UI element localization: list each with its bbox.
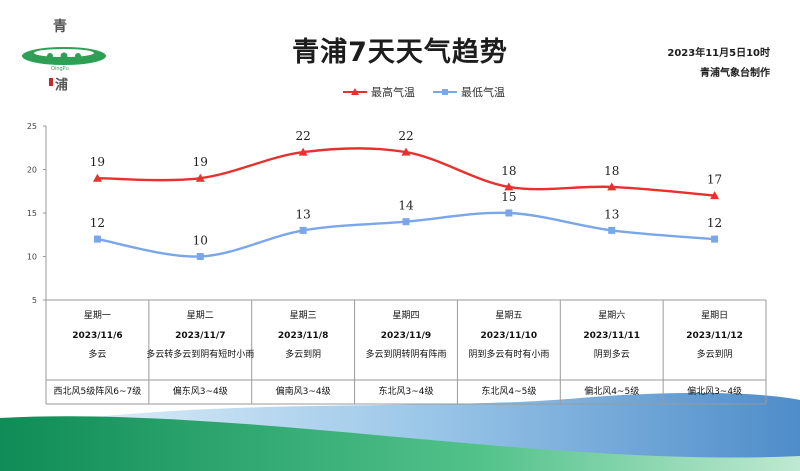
y-tick-label: 15 (27, 209, 37, 218)
logo-top-char: 青 (53, 19, 67, 35)
data-label-high: 17 (707, 173, 722, 187)
data-label-high: 18 (501, 164, 516, 178)
point-low (608, 226, 616, 234)
y-tick-label: 5 (32, 296, 37, 305)
data-label-low: 13 (296, 207, 311, 221)
weather-label: 多云到阴 (285, 348, 321, 360)
legend-high-label: 最高气温 (371, 86, 415, 99)
y-tick-label: 10 (27, 253, 37, 262)
point-low (299, 226, 307, 234)
data-label-low: 10 (193, 234, 208, 248)
legend-high-marker (343, 88, 367, 95)
wind-label: 西北风5级阵风6~7级 (54, 385, 142, 397)
weather-label: 阴到多云 (594, 348, 630, 360)
page-title: 青浦7天天气趋势 (292, 37, 508, 68)
data-label-low: 13 (604, 207, 619, 221)
weekday-label: 星期日 (701, 310, 728, 321)
date-label: 2023/11/11 (583, 331, 640, 341)
legend: 最高气温 最低气温 (343, 84, 505, 100)
point-low (711, 235, 719, 243)
wind-label: 偏南风3~4级 (276, 385, 331, 397)
y-tick-label: 25 (27, 122, 37, 131)
weekday-label: 星期四 (392, 310, 419, 321)
point-low (196, 253, 204, 260)
point-low (402, 218, 410, 226)
data-label-low: 12 (707, 216, 722, 230)
legend-high: 最高气温 (343, 84, 415, 100)
table-grid (45, 299, 767, 405)
legend-low: 最低气温 (433, 84, 505, 100)
wind-label: 东北风3~4级 (379, 385, 434, 397)
point-high (92, 173, 102, 182)
data-label-low: 15 (501, 190, 516, 204)
issue-date: 2023年11月5日10时 (667, 48, 770, 59)
data-label-high: 22 (296, 129, 311, 143)
weekday-label: 星期六 (598, 309, 625, 321)
legend-low-label: 最低气温 (461, 86, 505, 99)
logo-sub-text: QingPu (51, 66, 69, 72)
weather-label: 多云到阴转阴有阵雨 (365, 348, 446, 360)
legend-low-marker (433, 89, 457, 95)
weekday-label: 星期二 (187, 310, 214, 321)
point-high (607, 182, 617, 191)
date-label: 2023/11/12 (686, 331, 743, 341)
data-label-high: 18 (604, 164, 619, 178)
date-label: 2023/11/6 (72, 331, 122, 341)
data-label-high: 22 (398, 129, 413, 143)
point-high (710, 191, 720, 200)
point-high (298, 147, 308, 156)
weather-label: 多云转多云到阴有短时小雨 (146, 348, 254, 360)
point-high (504, 182, 514, 191)
logo-bottom-char: 浦 (55, 78, 69, 93)
date-label: 2023/11/8 (278, 331, 328, 341)
wind-label: 东北风4~5级 (481, 385, 536, 397)
weekday-label: 星期一 (84, 310, 111, 321)
issuer: 青浦气象台制作 (700, 68, 770, 79)
point-high (401, 147, 411, 156)
weekday-label: 星期三 (290, 310, 317, 321)
series-group: 19 19 22 22 18 18 17 12 10 13 14 15 13 12 (90, 129, 722, 260)
point-low (505, 209, 513, 217)
logo-seal (49, 78, 53, 86)
weather-label: 多云 (88, 348, 106, 360)
weather-label: 多云到阴 (697, 348, 733, 360)
point-high (195, 173, 205, 182)
logo-emblem (22, 47, 106, 65)
weather-label: 阴到多云有时有小雨 (468, 348, 549, 360)
data-label-high: 19 (193, 155, 208, 169)
wave-green (0, 416, 800, 471)
y-tick-label: 20 (27, 166, 37, 175)
data-label-high: 19 (90, 155, 105, 169)
wind-label: 偏东风3~4级 (173, 385, 228, 397)
date-label: 2023/11/10 (481, 331, 538, 341)
wind-label: 偏北风4~5级 (584, 385, 639, 397)
qingpu-logo: 青 QingPu 浦 (18, 12, 108, 102)
point-low (93, 235, 101, 243)
date-label: 2023/11/7 (175, 331, 225, 341)
wind-label: 偏北风3~4级 (687, 385, 742, 397)
weekday-label: 星期五 (495, 310, 522, 321)
date-label: 2023/11/9 (381, 331, 431, 341)
data-label-low: 12 (90, 216, 105, 230)
data-label-low: 14 (398, 199, 414, 213)
axes-group: 5 10 15 20 25 (27, 122, 47, 305)
